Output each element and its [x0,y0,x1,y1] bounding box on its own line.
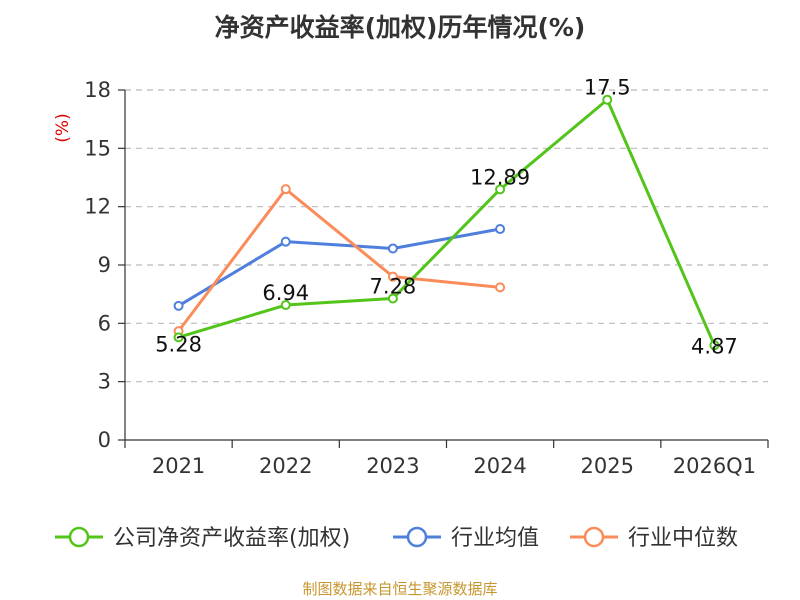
y-axis-unit-label: (%) [53,113,73,142]
legend-marker-0 [68,526,90,548]
chart-title: 净资产收益率(加权)历年情况(%) [214,13,586,42]
y-tick-label-15: 15 [84,136,111,160]
y-tick-label-12: 12 [84,195,111,219]
data-point-s2-2022 [280,184,291,195]
y-tick-label-9: 9 [98,253,111,277]
data-point-s1-2024 [495,224,506,235]
legend-label-0: 公司净资产收益率(加权) [113,526,350,551]
data-point-s2-2023 [387,271,398,282]
x-tick-label-2022: 2022 [259,454,312,478]
data-labels: 5.28 6.94 7.28 12.89 17.5 4.87 [155,76,738,359]
data-point-s1-2021 [173,300,184,311]
y-tick-label-3: 3 [98,370,111,394]
data-point-s0-2022 [280,300,291,311]
data-label-2026Q1: 4.87 [691,334,738,358]
data-label-2021: 5.28 [155,332,202,356]
series-line-2 [177,187,501,333]
series-line-0 [178,98,716,346]
x-tick-label-2025: 2025 [581,454,634,478]
y-tick-label-18: 18 [84,78,111,102]
series-lines [173,94,720,351]
gridlines [125,89,768,383]
x-tick-label-2026Q1: 2026Q1 [673,454,756,478]
axes: 0 3 6 9 12 15 18 2021 2022 2023 2024 2025 2026Q1 (%) [53,78,769,478]
x-tick-label-2023: 2023 [366,454,419,478]
data-label-2022: 6.94 [262,281,309,305]
data-point-s0-2026Q1 [709,340,720,351]
legend-label-2: 行业中位数 [628,526,738,551]
data-point-s1-2023 [387,243,398,254]
data-point-s2-2024 [495,282,506,293]
data-point-s0-2025 [602,94,613,105]
data-point-s0-2023 [387,293,398,304]
series-line-1 [177,227,501,308]
legend: 公司净资产收益率(加权) 行业均值 行业中位数 [55,526,738,551]
legend-label-1: 行业均值 [451,526,539,551]
legend-marker-2 [583,526,605,548]
y-tick-label-6: 6 [98,311,111,335]
source-note: 制图数据来自恒生聚源数据库 [302,580,498,598]
data-label-2024: 12.89 [470,165,530,189]
data-label-2023: 7.28 [370,274,417,298]
y-tick-label-0: 0 [98,428,111,452]
x-tick-label-2024: 2024 [473,454,526,478]
x-tick-label-2021: 2021 [152,454,205,478]
data-point-s0-2024 [495,184,506,195]
data-point-s1-2022 [280,236,291,247]
data-point-s0-2021 [173,332,184,343]
data-label-2025: 17.5 [584,76,631,100]
legend-marker-1 [406,526,428,548]
